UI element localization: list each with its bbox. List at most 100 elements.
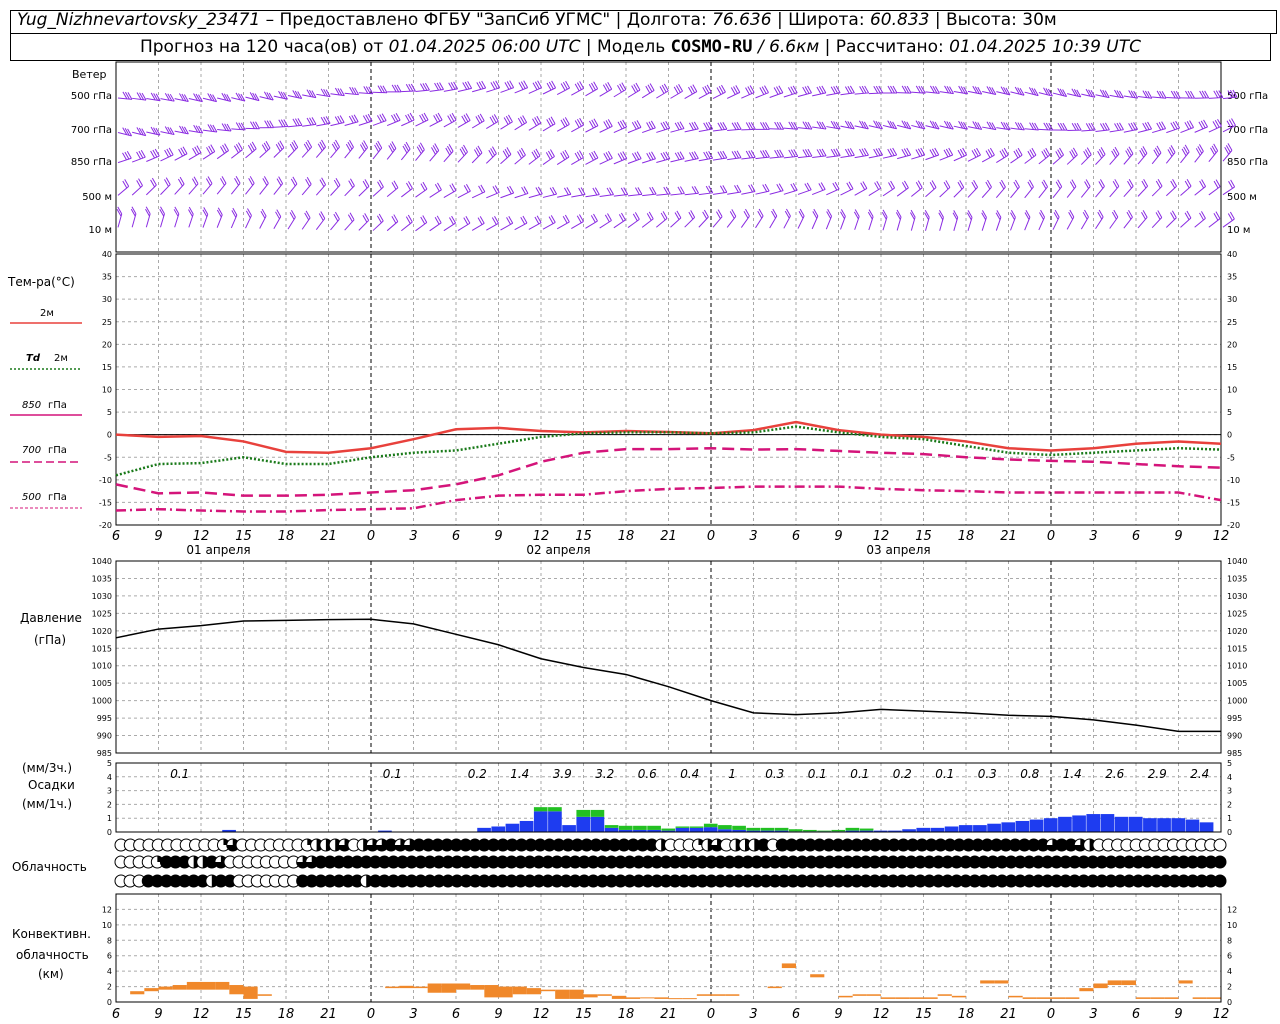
cloud-cover-fill (226, 839, 239, 852)
wind-barb-feather (216, 209, 222, 218)
wind-barb-feather (887, 85, 893, 94)
wind-barb-shaft (613, 194, 628, 197)
wind-barb-shaft (996, 91, 1011, 96)
wind-barb-feather (475, 147, 481, 155)
legend-500-num: 500 (22, 492, 41, 503)
precip-total-label: 0.2 (893, 767, 912, 781)
wind-barb-feather (494, 185, 500, 193)
wind-barb-feather (522, 115, 528, 123)
wind-barb-feather (1183, 146, 1189, 155)
hour-tick-label-bottom: 3 (1089, 1007, 1097, 1022)
wind-barb-shaft (897, 124, 911, 130)
wind-barb-feather (408, 181, 413, 189)
pressure-y-tick-label-right: 1040 (1227, 557, 1247, 566)
wind-barb-feather (748, 122, 754, 130)
wind-barb-feather (973, 148, 979, 157)
wind-barb-feather (520, 216, 526, 225)
wind-barb-feather (878, 121, 883, 130)
wind-barb-feather (799, 208, 805, 217)
wind-barb-feather (168, 147, 174, 156)
wind-barb-feather (564, 214, 570, 223)
wind-barb-shaft (982, 126, 997, 131)
conv-cloud-bar (994, 980, 1009, 984)
precip-bar-blue (1015, 820, 1030, 832)
wind-level-label-left: 700 гПа (71, 125, 112, 136)
wind-barb-feather (945, 148, 951, 157)
precip-bar-blue (1058, 816, 1072, 832)
wind-barb-feather (903, 148, 909, 156)
wind-barb-feather (198, 94, 203, 102)
wind-barb-feather (733, 86, 738, 94)
wind-barb-feather (716, 211, 721, 219)
wind-barb-shaft (1123, 128, 1138, 133)
wind-barb-feather (210, 144, 216, 152)
wind-barb-feather (519, 149, 524, 158)
wind-barb-feather (1013, 150, 1019, 159)
wind-barb-feather (1099, 123, 1105, 131)
wind-barb-feather (276, 178, 282, 186)
wind-barb-feather (436, 82, 442, 91)
wind-barb-feather (920, 147, 926, 156)
wind-barb-feather (489, 116, 495, 125)
wind-barb-feather (1224, 147, 1230, 155)
wind-barb-feather (536, 215, 542, 223)
conv-cloud-bar (640, 997, 655, 999)
wind-barb-feather (967, 210, 973, 218)
wind-barb-feather (378, 179, 384, 188)
wind-barb-feather (901, 120, 907, 128)
wind-barb-feather (1128, 123, 1134, 131)
wind-barb-feather (802, 149, 808, 157)
wind-barb-feather (183, 126, 189, 135)
wind-barb-feather (691, 151, 697, 160)
wind-barb-shaft (627, 193, 642, 197)
wind-barb-feather (588, 84, 594, 92)
temp-series-4 (115, 485, 1222, 513)
wind-barb-feather (959, 180, 965, 188)
wind-barb-feather (433, 115, 439, 123)
wind-barb-feather (1201, 211, 1206, 219)
wind-barb-feather (465, 215, 471, 224)
wind-barb-feather (974, 121, 980, 130)
temp-series-3 (115, 446, 1222, 497)
wind-barb-feather (419, 142, 425, 151)
wind-barb-feather (846, 182, 852, 191)
wind-barb-feather (1185, 90, 1190, 99)
wind-barb-feather (1200, 120, 1206, 129)
wind-barb-feather (303, 143, 309, 152)
precip-bar-blue (618, 829, 633, 832)
wind-barb-feather (393, 180, 399, 188)
wind-barb-feather (981, 212, 987, 220)
wind-barb-feather (594, 187, 600, 195)
wind-barb-shaft (132, 131, 146, 137)
wind-barb-feather (1029, 149, 1035, 157)
conv-cloud-bar (1192, 997, 1207, 999)
lon-value: 76.636 (712, 10, 772, 30)
precip-bar-blue (647, 829, 661, 832)
wind-barb-feather (1231, 118, 1236, 126)
wind-barb-feather (705, 122, 711, 130)
wind-barb-shaft (117, 131, 132, 137)
wind-barb-feather (323, 116, 329, 125)
wind-barb-feather (249, 92, 255, 100)
wind-barb-feather (816, 149, 822, 157)
temp-y-tick-label-right: 40 (1227, 250, 1237, 259)
conv-cloud-bar (866, 994, 881, 996)
wind-barb-shaft (217, 97, 231, 102)
wind-barb-feather (1186, 210, 1192, 219)
wind-barb-feather (393, 113, 399, 122)
wind-barb-feather (761, 86, 767, 94)
precip-total-label: 1 (728, 767, 736, 781)
wind-barb-shaft (882, 154, 897, 159)
wind-barb-feather (475, 116, 481, 124)
wind-barb-feather (1156, 90, 1162, 99)
wind-barb-shaft (627, 126, 642, 134)
wind-barb-feather (265, 140, 271, 149)
wind-barb-feather (367, 113, 373, 122)
wind-barb-feather (212, 94, 218, 102)
wind-barb-feather (745, 150, 751, 159)
wind-barb-feather (141, 128, 147, 136)
wind-barb-feather (607, 81, 613, 90)
wind-barb-shaft (443, 119, 457, 128)
wind-barb-shaft (528, 193, 543, 199)
wind-barb-feather (959, 148, 965, 157)
